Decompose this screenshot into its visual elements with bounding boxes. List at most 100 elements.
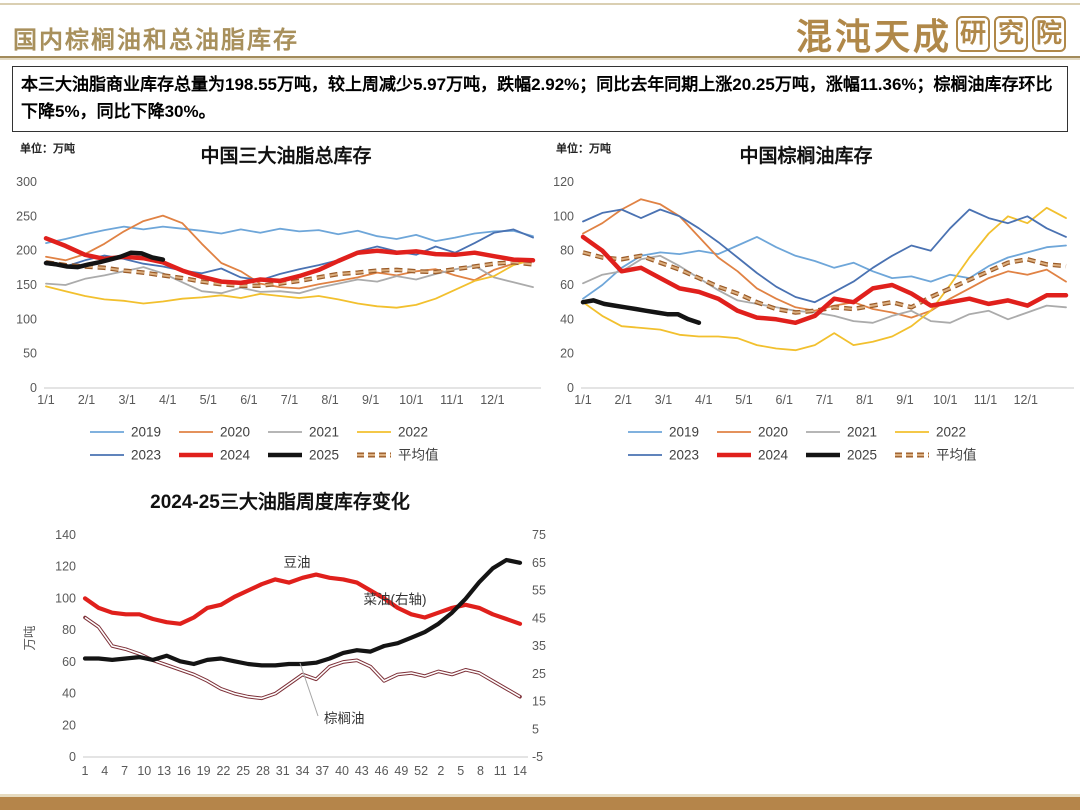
annotation-豆油: 豆油 bbox=[284, 555, 311, 570]
page-title: 国内棕榈油和总油脂库存 bbox=[13, 25, 299, 54]
x-tick-label: 13 bbox=[157, 764, 171, 778]
x-tick-label: 25 bbox=[236, 764, 250, 778]
y-right-tick-label: 15 bbox=[532, 695, 546, 709]
x-tick-label: 11 bbox=[494, 764, 507, 778]
x-tick-label: 4 bbox=[101, 764, 108, 778]
series-line-2024 bbox=[43, 236, 536, 286]
y-right-tick-label: 5 bbox=[532, 722, 539, 736]
chart-palm-oil-inventory: 单位：万吨 中国棕榈油库存 0 20 40 60 80 100 120 1/1 2/1 3/1 4/1 5… bbox=[553, 141, 1074, 463]
series-line-豆油 bbox=[82, 572, 523, 626]
x-tick-label: 6/1 bbox=[240, 393, 257, 407]
legend-label-2020: 2020 bbox=[758, 425, 788, 440]
y-tick-label: 0 bbox=[30, 381, 37, 395]
chart-title: 中国三大油脂总库存 bbox=[200, 144, 371, 167]
y-tick-label: 0 bbox=[69, 750, 76, 764]
series-line-2024 bbox=[580, 234, 1069, 326]
series-line-2021 bbox=[582, 254, 1067, 324]
annotation-leader-line bbox=[299, 662, 319, 717]
legend-label-2019: 2019 bbox=[131, 425, 161, 440]
y-axis-label: 万吨 bbox=[23, 625, 37, 651]
header-divider bbox=[0, 56, 1080, 60]
x-tick-label: 14 bbox=[513, 764, 527, 778]
chart-weekly-inventory-change: 2024-25三大油脂周度库存变化万吨020406080100120140-55… bbox=[23, 490, 546, 778]
series-line-2019 bbox=[582, 236, 1067, 300]
legend-label-2023: 2023 bbox=[669, 448, 699, 463]
x-tick-label: 3/1 bbox=[655, 393, 672, 407]
logo-seal-char: 院 bbox=[1031, 16, 1066, 52]
x-tick-label: 11/1 bbox=[440, 393, 463, 407]
annotation-菜油(右轴): 菜油(右轴) bbox=[364, 592, 427, 607]
x-tick-label: 19 bbox=[197, 764, 211, 778]
x-tick-label: 1/1 bbox=[574, 393, 591, 407]
x-tick-label: 2 bbox=[437, 764, 444, 778]
brand-logo: 混沌天成 研 究 院 bbox=[796, 8, 1066, 60]
series-line-平均值 bbox=[45, 260, 534, 288]
x-tick-label: 5/1 bbox=[735, 393, 752, 407]
x-tick-label: 8/1 bbox=[856, 393, 873, 407]
legend-label-2021: 2021 bbox=[309, 425, 339, 440]
y-tick-label: 100 bbox=[55, 591, 76, 605]
y-right-tick-label: 45 bbox=[532, 611, 546, 625]
legend-label-2020: 2020 bbox=[220, 425, 250, 440]
x-tick-label: 2/1 bbox=[615, 393, 632, 407]
y-right-tick-label: -5 bbox=[532, 750, 543, 764]
y-tick-label: 120 bbox=[55, 560, 76, 574]
y-tick-label: 20 bbox=[62, 718, 76, 732]
logo-seal-char: 究 bbox=[993, 16, 1028, 52]
y-tick-label: 0 bbox=[567, 381, 574, 395]
x-tick-label: 7 bbox=[121, 764, 128, 778]
y-tick-label: 300 bbox=[16, 175, 37, 189]
chart-title: 2024-25三大油脂周度库存变化 bbox=[150, 490, 410, 513]
x-tick-label: 8 bbox=[477, 764, 484, 778]
summary-box: 本三大油脂商业库存总量为198.55万吨，较上周减少5.97万吨，跌幅2.92%… bbox=[12, 66, 1068, 132]
series-line-2023 bbox=[45, 228, 534, 282]
legend-label-2023: 2023 bbox=[131, 448, 161, 463]
unit-label: 单位：万吨 bbox=[20, 141, 75, 155]
legend-label-2021: 2021 bbox=[847, 425, 877, 440]
y-tick-label: 60 bbox=[62, 655, 76, 669]
legend-label-2022: 2022 bbox=[936, 425, 966, 440]
y-tick-label: 100 bbox=[553, 209, 574, 223]
legend-label-2025: 2025 bbox=[309, 448, 339, 463]
legend-label-平均值: 平均值 bbox=[936, 448, 977, 463]
x-tick-label: 3/1 bbox=[118, 393, 135, 407]
y-right-tick-label: 55 bbox=[532, 584, 546, 598]
x-tick-label: 34 bbox=[296, 764, 310, 778]
x-tick-label: 10/1 bbox=[399, 393, 423, 407]
x-tick-label: 5/1 bbox=[200, 393, 217, 407]
series-line-2022 bbox=[582, 206, 1067, 352]
x-tick-label: 4/1 bbox=[159, 393, 176, 407]
x-tick-label: 37 bbox=[315, 764, 329, 778]
series-line-core-棕榈油 bbox=[84, 616, 521, 700]
y-right-tick-label: 35 bbox=[532, 639, 546, 653]
footer-bar bbox=[0, 794, 1080, 810]
y-tick-label: 80 bbox=[62, 623, 76, 637]
x-tick-label: 2/1 bbox=[78, 393, 95, 407]
x-tick-label: 12/1 bbox=[1014, 393, 1038, 407]
y-tick-label: 150 bbox=[16, 278, 37, 292]
chart-total-oils-inventory: 单位：万吨 中国三大油脂总库存 0 50 100 150 200 250 300 1/1 2/1 3/… bbox=[16, 141, 541, 463]
x-tick-label: 8/1 bbox=[321, 393, 338, 407]
y-right-tick-label: 75 bbox=[532, 528, 546, 542]
x-tick-label: 6/1 bbox=[776, 393, 793, 407]
series-line-菜油(右轴) bbox=[82, 557, 523, 668]
x-tick-label: 7/1 bbox=[816, 393, 833, 407]
x-tick-label: 10 bbox=[137, 764, 151, 778]
y-tick-label: 40 bbox=[560, 312, 574, 326]
y-tick-label: 120 bbox=[553, 175, 574, 189]
summary-text: 本三大油脂商业库存总量为198.55万吨，较上周减少5.97万吨，跌幅2.92%… bbox=[21, 75, 1053, 122]
legend-label-2019: 2019 bbox=[669, 425, 699, 440]
y-tick-label: 250 bbox=[16, 209, 37, 223]
chart-title: 中国棕榈油库存 bbox=[739, 144, 872, 167]
x-tick-label: 28 bbox=[256, 764, 270, 778]
y-tick-label: 40 bbox=[62, 687, 76, 701]
x-tick-label: 16 bbox=[177, 764, 191, 778]
legend-label-2025: 2025 bbox=[847, 448, 877, 463]
logo-text: 混沌天成 bbox=[795, 16, 952, 58]
y-tick-label: 100 bbox=[16, 312, 37, 326]
legend-label-2024: 2024 bbox=[758, 448, 789, 463]
series-line-2020 bbox=[45, 214, 534, 290]
x-tick-label: 1 bbox=[82, 764, 89, 778]
series-line-2022 bbox=[45, 258, 534, 309]
series-line-2023 bbox=[582, 208, 1067, 304]
